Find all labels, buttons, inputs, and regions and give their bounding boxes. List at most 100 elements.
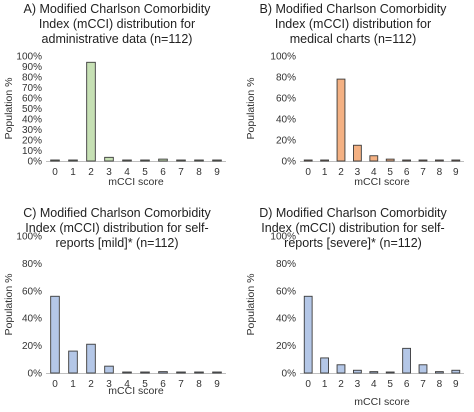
chart-title-line: D) Modified Charlson Comorbidity: [259, 206, 447, 220]
bar-5: [140, 159, 150, 162]
x-tick-label: 4: [371, 379, 377, 390]
x-tick-label: 5: [387, 379, 393, 390]
chart-title-line: A) Modified Charlson Comorbidity: [24, 2, 212, 16]
x-tick-label: 7: [420, 167, 426, 178]
chart-title-line: C) Modified Charlson Comorbidity: [23, 206, 211, 220]
x-axis-label: mCCI score: [108, 385, 164, 397]
x-tick-label: 6: [160, 167, 166, 178]
chart-title-line: B) Modified Charlson Comorbidity: [260, 2, 448, 16]
bar-8: [194, 159, 204, 162]
x-tick-label: 8: [196, 379, 202, 390]
bar-7: [418, 159, 428, 162]
x-tick-label: 3: [355, 379, 361, 390]
x-axis-label: mCCI score: [108, 176, 164, 188]
bar-0: [50, 159, 60, 162]
bar-9: [451, 369, 461, 374]
bar-0: [50, 295, 60, 374]
chart-title-line: Index (mCCI) distribution for: [39, 17, 195, 31]
x-axis-label: mCCI score: [354, 396, 410, 408]
x-tick-label: 2: [338, 379, 344, 390]
y-axis-label: Population %: [3, 274, 15, 336]
bar-6: [158, 158, 168, 162]
x-tick-label: 3: [355, 167, 361, 178]
y-tick-label: 30%: [22, 125, 42, 136]
x-tick-label: 5: [387, 167, 393, 178]
y-tick-label: 100%: [270, 232, 296, 243]
y-tick-label: 100%: [16, 232, 42, 243]
chart-title-line: reports [severe]* (n=112): [284, 236, 422, 250]
y-tick-label: 0%: [282, 157, 297, 168]
bar-6: [402, 159, 411, 162]
x-tick-label: 4: [124, 167, 130, 178]
x-tick-label: 8: [437, 379, 443, 390]
y-axis-label: Population %: [245, 78, 257, 140]
bar-2: [336, 78, 346, 162]
y-tick-label: 20%: [22, 136, 42, 147]
x-tick-label: 9: [453, 379, 459, 390]
y-tick-label: 90%: [22, 62, 42, 73]
y-tick-label: 0%: [282, 369, 297, 380]
x-tick-label: 6: [404, 379, 410, 390]
y-tick-label: 20%: [276, 136, 296, 147]
bar-9: [212, 159, 222, 162]
x-tick-label: 2: [88, 167, 94, 178]
y-tick-label: 40%: [22, 314, 42, 325]
y-tick-label: 80%: [276, 259, 296, 270]
chart-title-line: Index (mCCI) distribution for self-: [25, 221, 208, 235]
x-tick-label: 3: [106, 167, 112, 178]
x-tick-label: 4: [124, 379, 130, 390]
x-tick-label: 9: [214, 379, 220, 390]
bar-8: [435, 371, 444, 374]
bar-4: [122, 371, 132, 374]
bar-0: [303, 295, 313, 374]
bar-1: [68, 350, 78, 374]
bar-2: [86, 343, 96, 374]
x-tick-label: 0: [52, 167, 58, 178]
bar-7: [176, 159, 186, 162]
x-tick-label: 2: [88, 379, 94, 390]
bar-3: [353, 144, 362, 162]
bar-6: [158, 371, 168, 374]
y-tick-label: 60%: [22, 286, 42, 297]
bar-3: [104, 156, 114, 162]
y-tick-label: 10%: [22, 146, 42, 157]
bar-0: [303, 159, 313, 162]
x-tick-label: 9: [453, 167, 459, 178]
bar-4: [122, 159, 132, 162]
y-tick-label: 60%: [22, 94, 42, 105]
x-tick-label: 5: [142, 167, 148, 178]
y-tick-label: 60%: [276, 286, 296, 297]
x-tick-label: 2: [338, 167, 344, 178]
bar-1: [320, 159, 329, 162]
y-tick-label: 80%: [22, 259, 42, 270]
y-tick-label: 100%: [270, 52, 296, 63]
bar-3: [104, 365, 114, 374]
bar-5: [140, 371, 150, 374]
x-tick-label: 1: [322, 167, 328, 178]
x-tick-label: 1: [322, 379, 328, 390]
x-tick-label: 7: [420, 379, 426, 390]
y-axis-label: Population %: [3, 78, 15, 140]
y-tick-label: 80%: [276, 73, 296, 84]
chart-title-line: Index (mCCI) distribution for self-: [261, 221, 444, 235]
bar-3: [353, 369, 362, 374]
y-tick-label: 60%: [276, 94, 296, 105]
bar-8: [194, 371, 204, 374]
y-tick-label: 40%: [276, 314, 296, 325]
chart-title-line: reports [mild]* (n=112): [55, 236, 178, 250]
bar-4: [369, 371, 379, 374]
bar-2: [336, 364, 346, 374]
y-tick-label: 20%: [276, 341, 296, 352]
y-tick-label: 20%: [22, 341, 42, 352]
x-tick-label: 5: [142, 379, 148, 390]
bar-9: [451, 159, 461, 162]
x-tick-label: 9: [214, 167, 220, 178]
bar-5: [385, 158, 395, 162]
bar-1: [68, 159, 78, 162]
bar-8: [435, 159, 444, 162]
x-axis-label: mCCI score: [354, 176, 410, 188]
chart-title-line: medical charts (n=112): [290, 32, 417, 46]
